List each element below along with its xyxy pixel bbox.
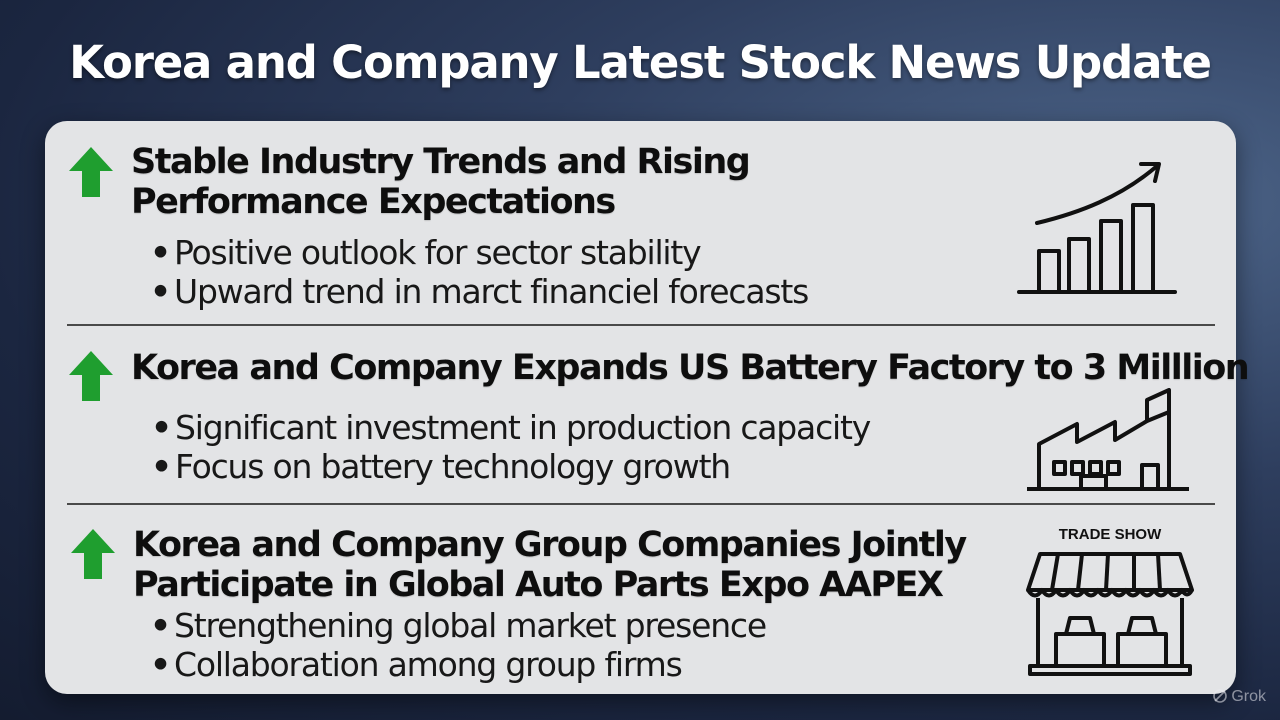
news-title-1: Stable Industry Trends and Rising Perfor… <box>131 142 751 222</box>
news-title-line: Participate in Global Auto Parts Expo AA… <box>133 565 944 605</box>
news-bullet: • Significant investment in production ca… <box>151 408 871 447</box>
news-title-line: Korea and Company Group Companies Jointl… <box>133 525 967 565</box>
news-title-2: Korea and Company Expands US Battery Fac… <box>131 348 1250 388</box>
news-title-line: Performance Expectations <box>131 182 616 222</box>
news-bullet: • Positive outlook for sector stability <box>150 233 702 272</box>
grok-watermark: Grok <box>1212 688 1266 706</box>
news-bullet: • Collaboration among group firms <box>150 645 683 684</box>
bar-chart-growth-icon <box>1017 162 1177 294</box>
factory-icon <box>1027 388 1189 491</box>
news-item-2: Korea and Company Expands US Battery Fac… <box>45 326 1250 504</box>
news-bullet: • Upward trend in marct financiel forecas… <box>150 272 809 311</box>
news-title-3: Korea and Company Group Companies Jointl… <box>133 525 967 605</box>
trade-show-booth-icon: TRADE SHOW <box>1026 526 1194 676</box>
divider <box>67 324 1215 326</box>
news-panel: Stable Industry Trends and Rising Perfor… <box>45 121 1250 694</box>
page-title: Korea and Company Latest Stock News Upda… <box>69 36 1212 89</box>
news-bullet: • Focus on battery technology growth <box>151 447 731 486</box>
news-bullets-3: • Strengthening global market presence • C… <box>150 606 767 684</box>
up-arrow-icon <box>69 351 113 401</box>
news-title-line: Stable Industry Trends and Rising <box>131 142 751 182</box>
divider <box>67 503 1215 505</box>
news-bullets-1: • Positive outlook for sector stability •… <box>150 233 809 311</box>
grok-logo-icon <box>1213 689 1228 703</box>
news-item-1: Stable Industry Trends and Rising Perfor… <box>45 121 1236 326</box>
news-item-3: Korea and Company Group Companies Jointl… <box>45 505 1236 694</box>
up-arrow-icon <box>69 147 113 197</box>
news-bullets-2: • Significant investment in production ca… <box>151 408 871 486</box>
news-bullet: • Strengthening global market presence <box>150 606 767 645</box>
up-arrow-icon <box>71 529 115 579</box>
trade-show-label: TRADE SHOW <box>1059 526 1162 543</box>
news-title-line: Korea and Company Expands US Battery Fac… <box>131 348 1250 388</box>
